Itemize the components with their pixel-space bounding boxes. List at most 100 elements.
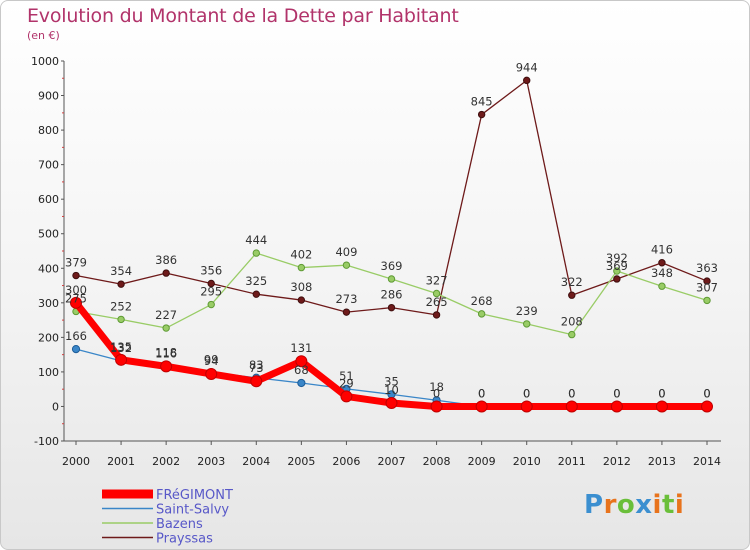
y-tick-label: 700	[38, 159, 59, 172]
data-label: 369	[606, 259, 628, 273]
data-label: 116	[155, 346, 177, 360]
data-label: 118	[155, 346, 177, 360]
data-label: 444	[245, 233, 267, 247]
data-point	[342, 308, 351, 316]
data-label: 944	[516, 60, 538, 74]
labels-prayssas: 379 354 386 356 325 308 273 286 265 845 944 322 369 4…	[65, 60, 718, 309]
data-point	[160, 360, 173, 373]
x-tick-label: 2002	[152, 455, 180, 468]
data-point	[613, 267, 621, 275]
y-tick-label: 0	[52, 400, 59, 413]
data-point	[432, 311, 441, 319]
x-tick-label: 2005	[287, 455, 315, 468]
data-label: 0	[658, 386, 665, 400]
data-point	[297, 263, 306, 272]
x-tick-label: 2014	[693, 455, 721, 468]
y-tick-label: 900	[38, 90, 59, 103]
data-point	[565, 400, 578, 413]
series-prayssas	[72, 76, 711, 319]
data-point	[568, 330, 576, 339]
data-label: 0	[478, 386, 485, 400]
data-label: 0	[703, 386, 710, 400]
data-point	[117, 315, 125, 324]
logo-letter: i	[674, 490, 685, 520]
data-point	[385, 397, 398, 409]
data-label: 239	[516, 304, 538, 318]
data-label: 275	[65, 291, 87, 305]
legend-label: Bazens	[156, 517, 203, 532]
y-tick-label: -100	[34, 435, 59, 448]
data-label: 18	[429, 380, 444, 394]
logo-letter: t	[661, 490, 675, 520]
data-label: 363	[696, 261, 718, 275]
data-point	[568, 291, 576, 299]
data-label: 10	[384, 383, 399, 397]
series-bazens	[72, 249, 711, 339]
x-tick-label: 2008	[423, 455, 451, 468]
data-label: 845	[471, 95, 493, 109]
proxiti-logo: Proxiti	[584, 490, 684, 520]
data-label: 307	[696, 280, 718, 294]
logo-letter: P	[584, 490, 604, 520]
logo-letter: r	[603, 490, 617, 520]
data-label: 0	[613, 386, 620, 400]
data-point	[520, 400, 533, 413]
x-tick-label: 2013	[648, 455, 676, 468]
legend-label: FRéGIMONT	[156, 488, 233, 503]
x-tick-label: 2006	[332, 455, 360, 468]
chart-subtitle: (en €)	[27, 29, 60, 42]
logo-letter: o	[616, 490, 636, 520]
data-label: 392	[606, 251, 628, 265]
data-point	[477, 110, 486, 119]
data-label: 322	[561, 275, 583, 289]
data-label: 68	[294, 363, 309, 377]
data-label: 135	[110, 340, 132, 354]
data-label: 348	[651, 266, 673, 280]
legend-label: Saint-Salvy	[156, 503, 229, 518]
data-point	[207, 300, 215, 309]
series-fr-gimont	[70, 296, 713, 413]
data-label: 83	[249, 358, 264, 372]
data-label: 132	[110, 341, 132, 355]
data-point	[70, 296, 82, 309]
data-point	[610, 400, 623, 413]
data-label: 300	[65, 283, 87, 297]
data-label: 35	[384, 374, 399, 388]
y-tick-label: 800	[38, 124, 59, 137]
data-point	[295, 355, 308, 368]
data-label: 379	[65, 256, 87, 270]
data-point	[162, 324, 170, 332]
data-label: 0	[658, 386, 665, 400]
data-label: 409	[335, 245, 357, 259]
data-point	[523, 320, 531, 328]
data-label: 0	[703, 386, 710, 400]
y-tick-label: 100	[38, 366, 59, 379]
data-label: 0	[523, 386, 530, 400]
data-point	[250, 375, 263, 388]
data-label: 386	[155, 253, 177, 267]
data-label: 325	[245, 274, 267, 288]
data-point	[297, 378, 306, 388]
data-point	[613, 275, 621, 283]
y-tick-label: 300	[38, 297, 59, 310]
y-tick-label: 500	[38, 228, 59, 241]
y-tick-label: 1000	[31, 55, 59, 68]
data-point	[252, 249, 260, 257]
x-tick-label: 2012	[603, 455, 631, 468]
y-tick-label: 600	[38, 193, 59, 206]
data-point	[252, 290, 260, 298]
data-point	[297, 296, 306, 304]
labels-fr-gimont: 300 135 116 94 73 131 29 10 0 0 0 0 0 0 0	[65, 283, 711, 401]
data-label: 0	[433, 386, 440, 400]
data-label: 402	[290, 248, 312, 262]
x-tick-label: 2010	[513, 455, 541, 468]
x-tick-label: 2004	[242, 455, 270, 468]
data-label: 252	[110, 299, 132, 313]
data-point	[387, 275, 396, 283]
data-point	[475, 400, 488, 413]
data-label: 0	[523, 386, 530, 400]
